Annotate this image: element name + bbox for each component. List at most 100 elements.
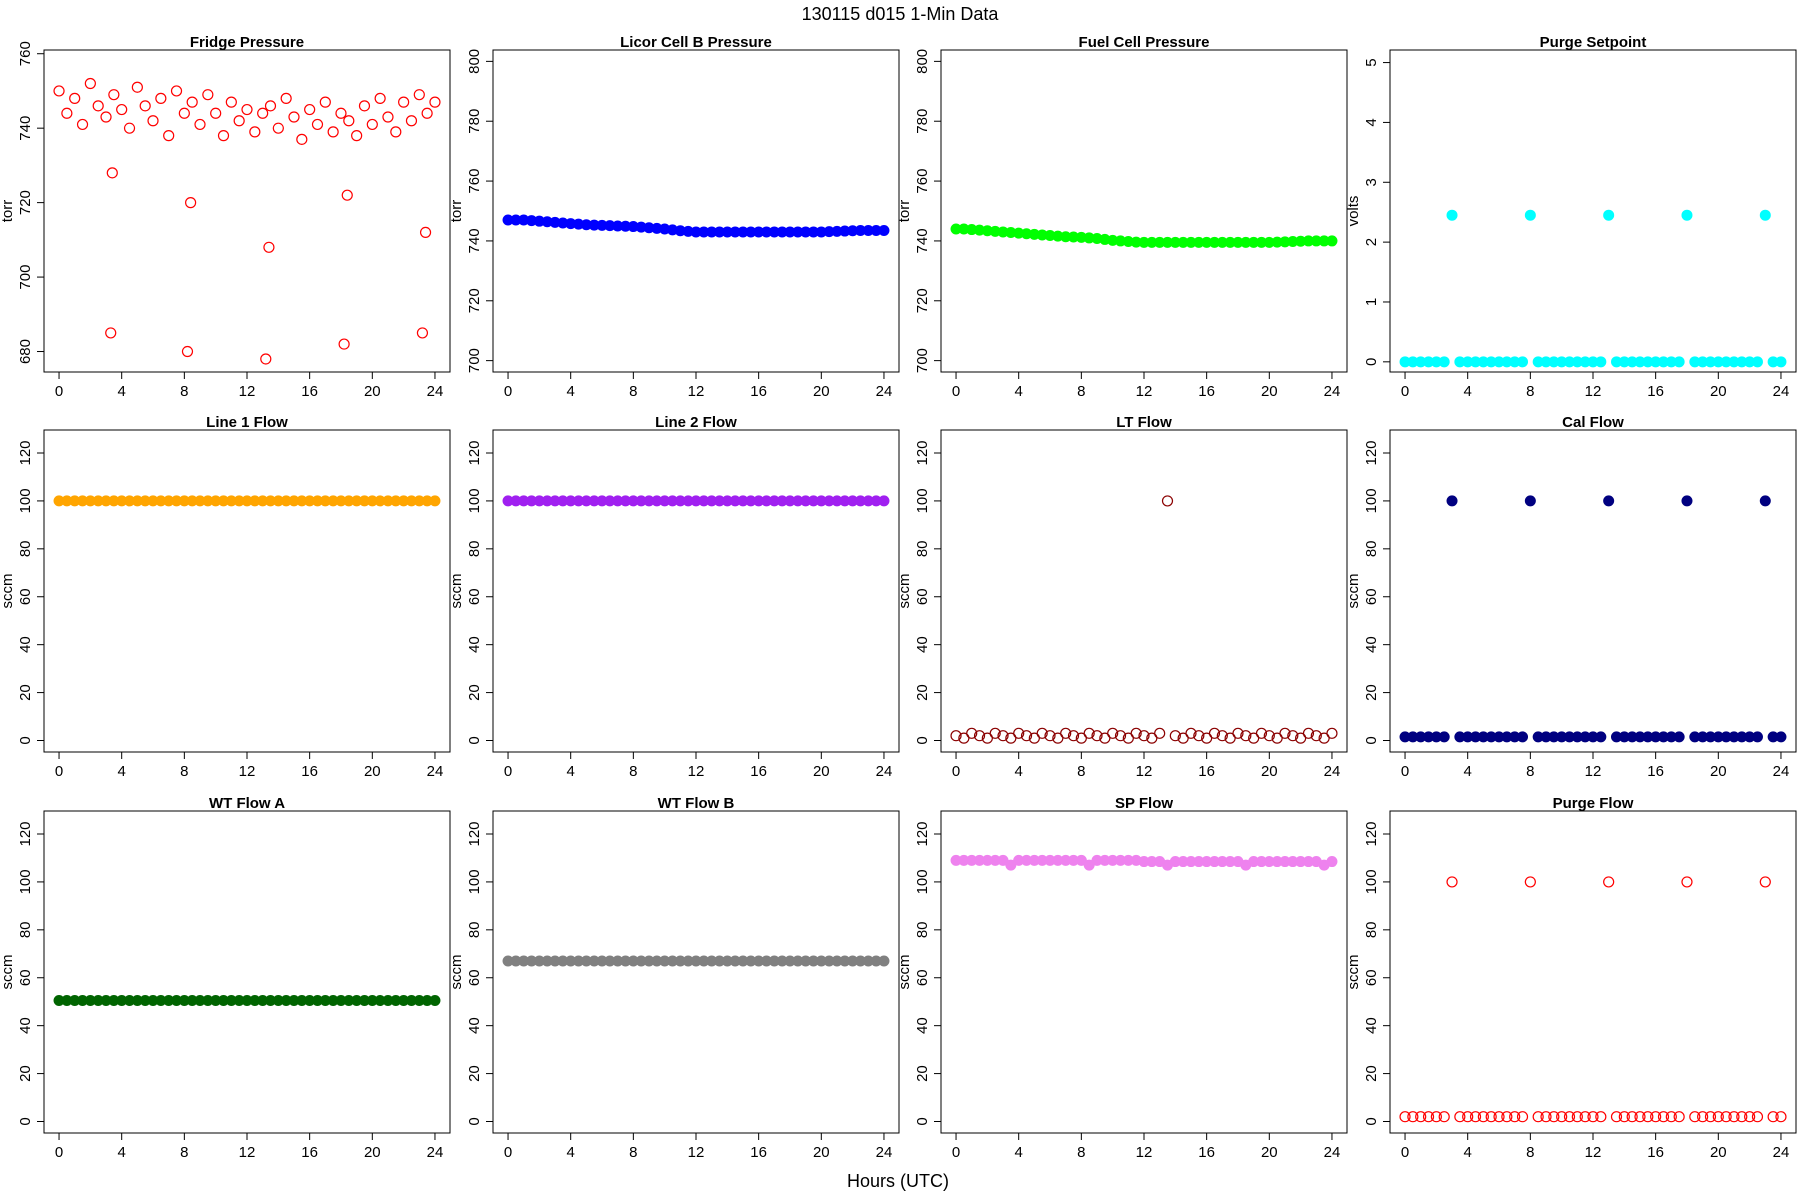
x-tick-label: 20 [813, 763, 830, 780]
data-point [1751, 731, 1763, 743]
data-point [1595, 731, 1607, 743]
plot-frame [1389, 429, 1797, 753]
data-point [106, 167, 118, 179]
data-point [1744, 1111, 1756, 1123]
x-tick-label: 16 [301, 383, 318, 400]
x-tick-label: 12 [688, 1144, 705, 1161]
x-tick-label: 8 [1077, 383, 1085, 400]
x-tick-label: 4 [1015, 763, 1023, 780]
data-point [1736, 1111, 1748, 1123]
data-point [1216, 730, 1228, 742]
y-tick-label: 0 [466, 1117, 483, 1125]
data-point [1626, 1111, 1638, 1123]
data-point [366, 118, 378, 131]
x-tick-label: 20 [813, 383, 830, 400]
data-point [147, 115, 159, 127]
data-point [878, 495, 890, 507]
data-point [1161, 495, 1174, 507]
data-point [1650, 1111, 1662, 1123]
data-point [92, 100, 104, 112]
x-tick-label: 8 [1526, 383, 1534, 400]
data-point [997, 730, 1009, 742]
data-point [390, 126, 402, 138]
y-tick-label: 120 [1363, 440, 1380, 465]
data-point [1524, 495, 1536, 507]
panel-title: Line 1 Flow [206, 414, 288, 431]
data-point [1310, 730, 1322, 742]
x-tick-label: 0 [1401, 763, 1409, 780]
data-point [1595, 1111, 1607, 1123]
data-point [1185, 727, 1197, 739]
y-tick-label: 120 [466, 821, 483, 846]
y-tick-label: 40 [17, 1017, 34, 1034]
y-tick-label: 20 [17, 1065, 34, 1082]
data-point [429, 495, 441, 507]
data-point [105, 327, 117, 339]
y-tick-label: 40 [1363, 636, 1380, 653]
data-point [1169, 730, 1181, 742]
y-axis-label: sccm [1345, 955, 1362, 990]
y-axis-label: sccm [1345, 574, 1362, 609]
data-point [1634, 1111, 1646, 1123]
data-point [1556, 1111, 1568, 1123]
y-tick-label: 700 [914, 348, 931, 373]
data-point [194, 118, 206, 131]
panel: Line 1 Flow sccm 0 20 40 60 80 100 120 0 4 8 12 16 20 2… [0, 414, 451, 780]
x-tick-label: 20 [364, 763, 381, 780]
data-point [84, 77, 96, 90]
data-point [1446, 876, 1458, 888]
y-tick-label: 80 [466, 540, 483, 557]
y-tick-label: 740 [17, 116, 34, 141]
data-point [210, 107, 222, 119]
x-tick-label: 4 [118, 763, 126, 780]
y-tick-label: 20 [466, 684, 483, 701]
data-point [989, 727, 1001, 739]
x-tick-label: 20 [1710, 383, 1727, 400]
page-title: 130115 d015 1-Min Data [802, 4, 1000, 24]
data-point [335, 107, 347, 119]
y-tick-label: 20 [1363, 1065, 1380, 1082]
x-tick-label: 20 [813, 1144, 830, 1161]
panel-title: Licor Cell B Pressure [620, 34, 772, 51]
x-axis-label: Hours (UTC) [847, 1171, 949, 1191]
data-point [1516, 1111, 1529, 1123]
x-tick-label: 16 [1647, 383, 1664, 400]
x-tick-label: 0 [1401, 383, 1409, 400]
data-point [202, 89, 214, 101]
data-point [429, 995, 441, 1007]
y-tick-label: 80 [466, 921, 483, 938]
y-tick-label: 120 [914, 440, 931, 465]
data-point [108, 89, 120, 101]
y-tick-label: 20 [17, 684, 34, 701]
data-point [1704, 1111, 1717, 1123]
x-tick-label: 12 [239, 383, 256, 400]
x-tick-label: 16 [1198, 1144, 1215, 1161]
data-point [76, 118, 89, 131]
x-tick-label: 12 [239, 1144, 256, 1161]
data-point [1438, 731, 1450, 743]
y-tick-label: 780 [914, 109, 931, 134]
data-point [1665, 1111, 1677, 1123]
data-point [878, 224, 890, 236]
data-point [1775, 731, 1787, 743]
plot-frame [940, 49, 1348, 373]
data-point [1446, 495, 1458, 507]
data-point [1154, 727, 1166, 739]
data-point [241, 103, 253, 116]
data-point [1422, 1111, 1435, 1123]
data-point [1287, 730, 1299, 742]
y-tick-label: 680 [17, 339, 34, 364]
y-tick-label: 80 [1363, 921, 1380, 938]
data-point [1759, 876, 1771, 888]
data-point [272, 122, 284, 134]
x-tick-label: 8 [1077, 763, 1085, 780]
data-point [1587, 1111, 1599, 1123]
y-tick-label: 60 [466, 969, 483, 986]
data-point [405, 115, 418, 127]
x-tick-label: 12 [688, 383, 705, 400]
data-point [1673, 731, 1685, 743]
data-point [233, 115, 245, 127]
data-point [1751, 1111, 1764, 1123]
panel-title: WT Flow A [209, 795, 285, 812]
